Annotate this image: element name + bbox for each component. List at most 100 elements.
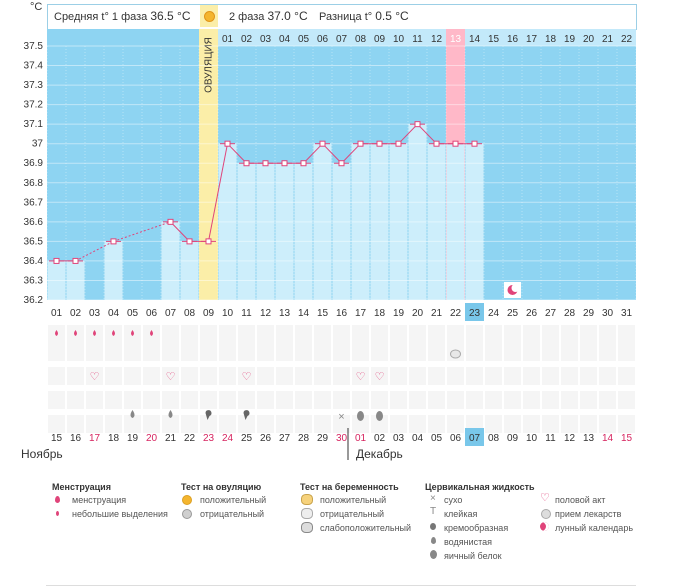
legend-cervical-creamy: кремообразная — [444, 523, 509, 533]
y-tick-label: 36.8 — [24, 178, 44, 189]
date-label: 04 — [412, 433, 424, 444]
symptom-cell — [105, 343, 122, 361]
legend-pregnancy-weak: слабоположительный — [320, 523, 412, 533]
intercourse-heart: ♡ — [242, 371, 252, 383]
temp-line-segment — [75, 240, 114, 262]
phase2-value: 37.0 °C — [267, 9, 308, 23]
symptom-cell — [466, 391, 483, 409]
symptom-cell — [295, 325, 312, 343]
temp-point — [262, 160, 269, 167]
cycle-day-label: 04 — [108, 308, 120, 319]
top-number-label: 17 — [526, 34, 538, 45]
ovulation-positive-icon — [182, 495, 192, 505]
symptom-cell — [238, 391, 255, 409]
menstruation-mark — [131, 330, 134, 336]
date-label: 06 — [450, 433, 462, 444]
symptom-cell — [485, 391, 502, 409]
top-number-label: 07 — [336, 34, 348, 45]
symptom-cell — [390, 415, 407, 433]
dry-icon: × — [430, 493, 436, 504]
symptom-cell — [181, 343, 198, 361]
cycle-day-label: 31 — [621, 308, 633, 319]
y-tick-label: 37.2 — [24, 100, 44, 111]
date-label: 18 — [108, 433, 120, 444]
symptom-cell — [200, 343, 217, 361]
temp-bar — [351, 143, 370, 300]
temp-bar — [66, 260, 85, 300]
top-number-label: 09 — [374, 34, 386, 45]
symptom-cell — [257, 343, 274, 361]
symptom-cell — [599, 343, 616, 361]
symptom-cell — [523, 391, 540, 409]
cycle-day-label: 30 — [602, 308, 614, 319]
temp-line-segment — [341, 143, 361, 164]
symptom-cell — [409, 415, 426, 433]
month-left: Ноябрь — [21, 447, 63, 461]
symptom-cell — [580, 367, 597, 385]
y-tick-label: 37.1 — [24, 119, 44, 130]
temp-point — [167, 218, 174, 225]
symptom-cell — [352, 391, 369, 409]
temp-line-segment — [303, 143, 323, 164]
symptom-cell — [105, 415, 122, 433]
y-tick-label: 36.3 — [24, 275, 44, 286]
top-number-label: 12 — [431, 34, 443, 45]
symptom-cell — [276, 343, 293, 361]
legend-medicine: прием лекарств — [555, 509, 622, 519]
symptom-cell — [618, 343, 635, 361]
symptom-cell — [276, 391, 293, 409]
symptom-cell — [200, 415, 217, 433]
symptom-cell — [390, 343, 407, 361]
symptom-cell — [542, 367, 559, 385]
cervical-creamy-mark — [243, 410, 250, 420]
date-label: 22 — [184, 433, 196, 444]
temp-bar — [370, 143, 389, 300]
ovulation-negative-icon — [182, 509, 192, 519]
y-tick-label: 36.6 — [24, 217, 44, 228]
bbt-chart: 01 02 03 04 05 06 07 08 09 10 11 12 13 14 15 16 17 18 19 20… — [24, 29, 637, 460]
legend-pregnancy-positive: положительный — [320, 495, 387, 505]
symptom-cell — [238, 343, 255, 361]
cycle-day-label: 14 — [298, 308, 310, 319]
date-label: 03 — [393, 433, 405, 444]
cycle-day-label: 01 — [51, 308, 63, 319]
spotting-icon — [56, 511, 59, 516]
legend-cervical-dry: сухо — [444, 495, 463, 505]
symptom-cell — [162, 325, 179, 343]
symptom-cell — [67, 367, 84, 385]
symptom-cell — [48, 343, 65, 361]
legend-menstruation-item: менструация — [72, 495, 127, 505]
temp-bar — [389, 143, 408, 300]
cervical-eggwhite-mark — [376, 411, 383, 421]
temp-point — [300, 160, 307, 167]
cycle-day-label: 19 — [393, 308, 405, 319]
symptom-cell — [105, 367, 122, 385]
lunar-moon-cut — [511, 284, 520, 292]
phase2-label: 2 фаза — [229, 11, 265, 23]
symptom-cell — [333, 391, 350, 409]
date-label: 20 — [146, 433, 158, 444]
pregnancy-positive-icon — [301, 494, 313, 505]
diff-value: 0.5 °C — [375, 9, 409, 23]
cycle-day-label: 08 — [184, 308, 196, 319]
symptom-cell — [162, 391, 179, 409]
temp-line-segment — [227, 143, 247, 164]
date-label: 30 — [336, 433, 348, 444]
symptom-cell — [371, 325, 388, 343]
top-number-label: 21 — [602, 34, 614, 45]
top-number-label: 15 — [488, 34, 500, 45]
symptom-cell — [219, 325, 236, 343]
symptom-cell — [276, 415, 293, 433]
cycle-day-label: 16 — [336, 308, 348, 319]
cervical-watery-mark — [130, 410, 135, 418]
top-number-label: 13 — [450, 34, 462, 45]
symptom-cell — [447, 367, 464, 385]
temp-bar — [275, 163, 294, 300]
cycle-day-label: 18 — [374, 308, 386, 319]
symptom-cell — [599, 325, 616, 343]
symptom-cell — [428, 343, 445, 361]
medicine-icon — [541, 509, 551, 519]
date-label: 07 — [469, 433, 481, 444]
symptom-cell — [504, 415, 521, 433]
ovulation-sun-dot — [204, 11, 215, 22]
